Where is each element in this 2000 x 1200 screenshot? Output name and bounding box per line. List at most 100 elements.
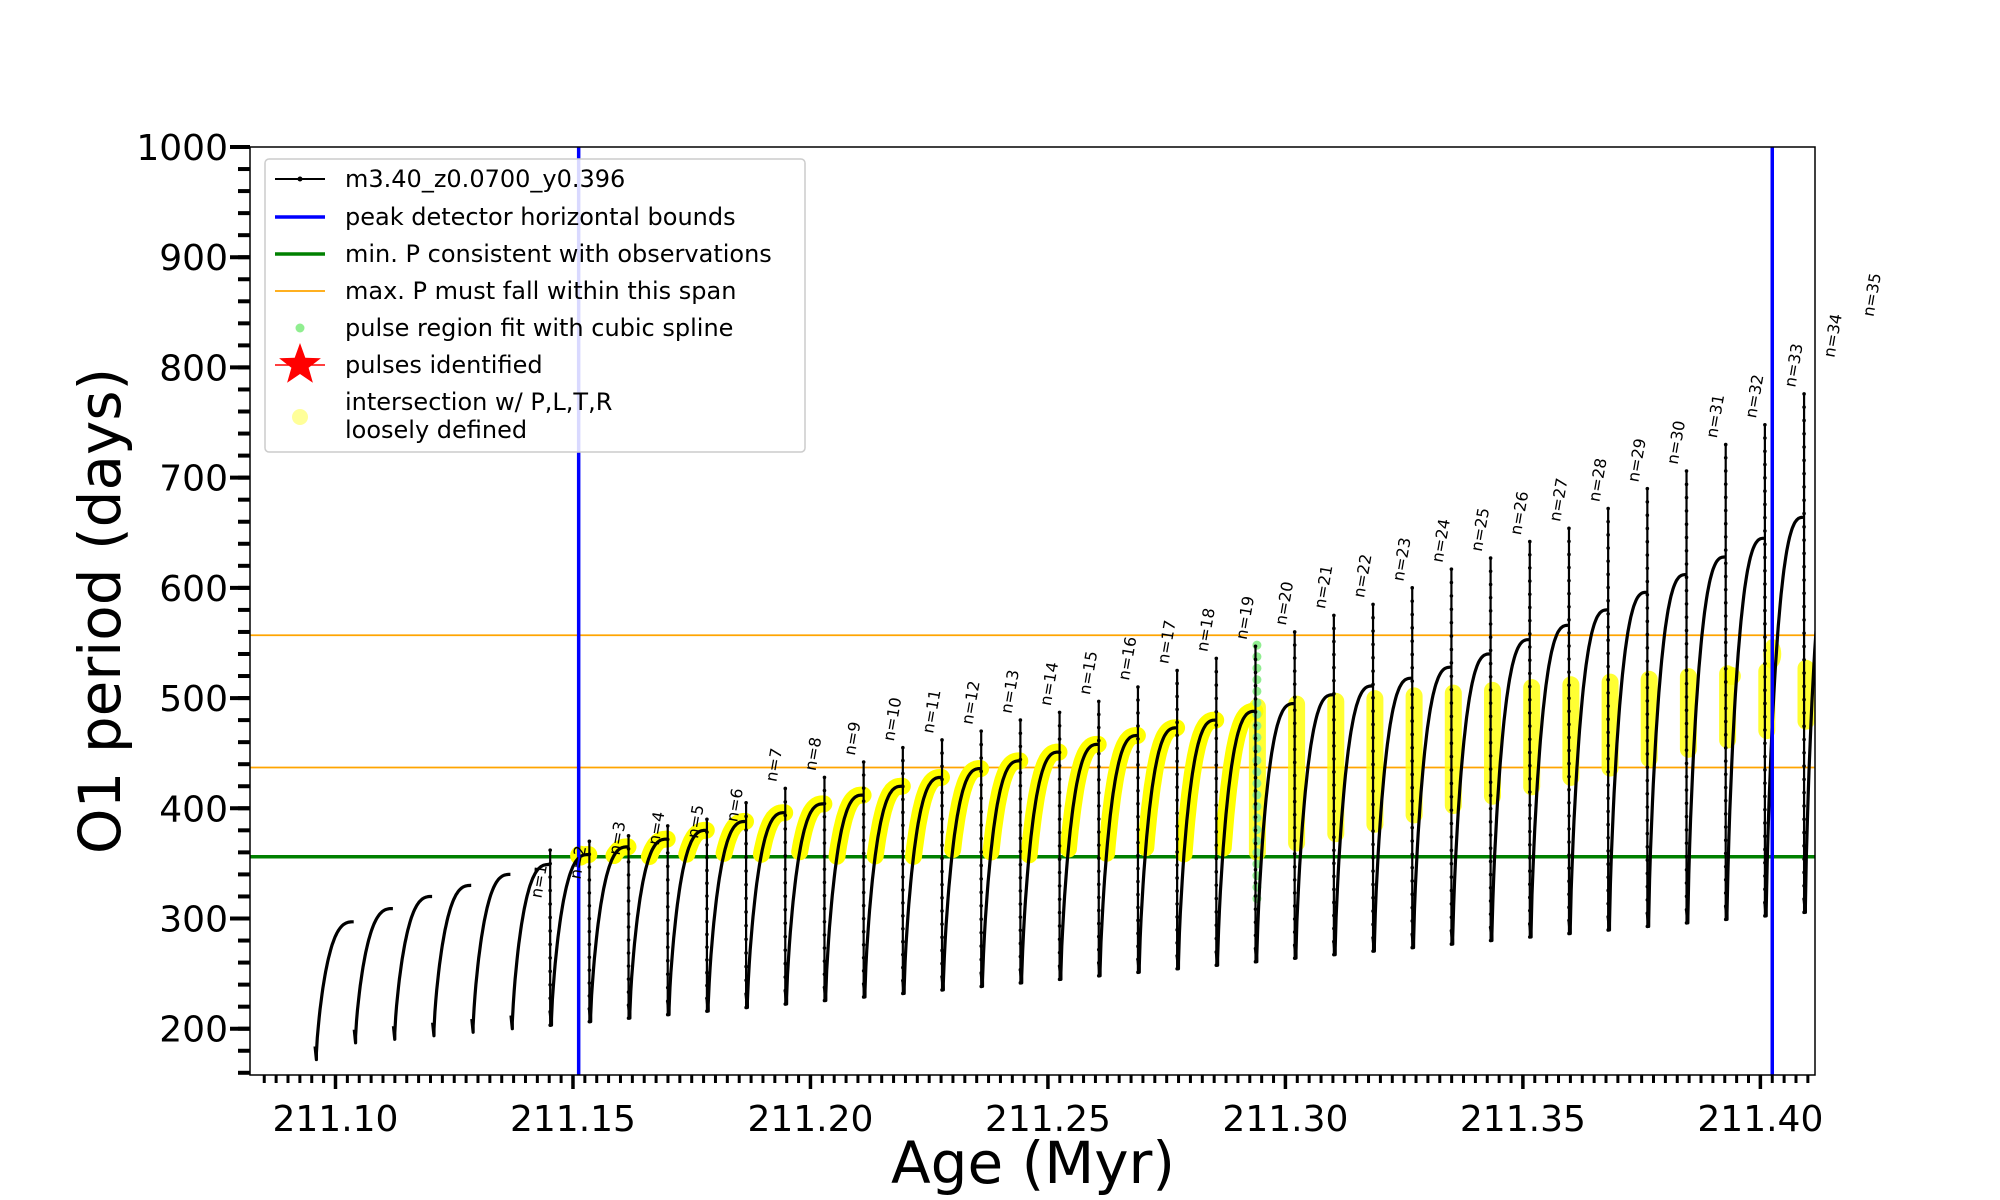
track-spike-point xyxy=(979,944,984,948)
track-spike-point xyxy=(587,878,592,882)
track-spike-point xyxy=(979,769,984,774)
track-spike-point xyxy=(1723,640,1728,645)
track-spike-point xyxy=(940,790,944,795)
track-spike-point xyxy=(1763,847,1767,852)
track-spike-point xyxy=(901,888,905,892)
track-spike-point xyxy=(1214,963,1219,968)
track-spike-point xyxy=(665,878,670,882)
track-spike-point xyxy=(1488,609,1493,613)
track-spike-point xyxy=(587,942,592,947)
track-spike-point xyxy=(1920,372,1924,376)
track-spike-point xyxy=(1214,883,1219,887)
track-spike-point xyxy=(1802,870,1806,875)
track-spike-point xyxy=(1881,626,1885,630)
track-spike-point xyxy=(1449,902,1454,906)
track-spike-point xyxy=(1136,892,1140,897)
track-spike-point xyxy=(1175,681,1179,686)
track-spike-point xyxy=(1881,493,1885,497)
track-spike-point xyxy=(1684,548,1689,553)
track-spike-point xyxy=(1567,879,1571,884)
track-spike-point xyxy=(1802,684,1806,689)
track-spike-point xyxy=(940,817,944,821)
track-spike-point xyxy=(1332,731,1336,735)
track-spike-point xyxy=(1214,736,1219,741)
track-spike-point xyxy=(1959,198,1963,202)
track-spike-point xyxy=(1292,669,1297,673)
track-spike-point xyxy=(1841,734,1845,738)
track-spike-point xyxy=(940,869,944,874)
track-spike-point xyxy=(1723,614,1728,618)
track-spike-point xyxy=(1606,928,1610,932)
track-spike-point xyxy=(1488,806,1493,811)
track-spike-point xyxy=(1841,628,1845,632)
track-spike-point xyxy=(783,921,788,925)
track-spike-point xyxy=(940,777,944,782)
track-spike-point xyxy=(1920,517,1924,521)
track-spike-point xyxy=(1057,910,1062,915)
track-spike-point xyxy=(1096,777,1101,782)
track-spike-point xyxy=(1449,728,1454,732)
track-spike-point xyxy=(1881,692,1885,696)
track-spike-point xyxy=(1018,718,1023,722)
track-spike-point xyxy=(1920,860,1924,864)
track-spike-point xyxy=(548,982,552,987)
track-spike-point xyxy=(1881,401,1885,405)
track-spike-point xyxy=(1527,605,1532,610)
track-spike-point xyxy=(1371,709,1375,713)
track-spike-point xyxy=(1841,841,1845,845)
track-spike-point xyxy=(1920,425,1924,429)
track-spike-point xyxy=(1136,776,1140,780)
track-spike-point xyxy=(1371,869,1375,873)
track-spike-point xyxy=(1684,774,1689,779)
track-spike-point xyxy=(587,994,592,998)
track-spike-point xyxy=(822,788,827,793)
track-spike-point xyxy=(1881,467,1885,471)
track-spike-point xyxy=(1567,800,1571,805)
track-spike-point xyxy=(1371,735,1375,740)
track-spike-point xyxy=(1527,552,1532,557)
track-spike-point xyxy=(1449,741,1454,746)
track-cycle-37 xyxy=(1724,536,1765,921)
track-spike-point xyxy=(1763,622,1767,626)
track-spike-point xyxy=(1410,852,1415,857)
track-spike-point xyxy=(979,756,984,760)
track-spike-point xyxy=(587,839,592,844)
track-spike-point xyxy=(901,758,905,763)
track-spike-point xyxy=(1841,389,1845,393)
track-spike-point xyxy=(1606,822,1610,827)
track-spike-point xyxy=(665,918,670,923)
track-spike-point xyxy=(1527,566,1532,570)
track-spike-point xyxy=(1567,722,1571,727)
track-spike-point xyxy=(861,851,866,856)
track-spike-point xyxy=(1763,900,1767,905)
track-spike-point xyxy=(1057,844,1062,848)
track-spike-point xyxy=(1253,841,1258,846)
track-spike-point xyxy=(1841,455,1845,459)
track-spike-point xyxy=(705,894,709,898)
track-spike-point xyxy=(1959,527,1963,531)
track-spike-point xyxy=(1802,817,1806,822)
track-spike-point xyxy=(1763,529,1767,533)
track-spike-point xyxy=(1881,546,1885,550)
track-spike-point xyxy=(1841,867,1845,871)
track-spike-point xyxy=(940,856,944,861)
track-spike-point xyxy=(1527,777,1532,781)
track-spike-point xyxy=(1292,917,1297,921)
track-spike-point xyxy=(1684,615,1689,620)
track-spike-point xyxy=(1645,659,1650,663)
track-spike-point xyxy=(1645,513,1650,517)
track-spike-point xyxy=(1371,695,1375,700)
track-spike-point xyxy=(1527,658,1532,662)
track-spike-point xyxy=(901,901,905,905)
track-spike-point xyxy=(1018,862,1023,867)
track-spike-point xyxy=(1253,881,1258,885)
track-spike-point xyxy=(1723,891,1728,895)
track-spike-point xyxy=(1802,604,1806,609)
track-spike-point xyxy=(1018,902,1023,906)
track-cycle-33 xyxy=(1567,608,1609,936)
track-cycle-10 xyxy=(666,828,707,1017)
track-spike-point xyxy=(861,956,866,960)
track-spike-point xyxy=(1096,869,1101,874)
track-spike-point xyxy=(1802,498,1806,503)
track-spike-point xyxy=(1881,560,1885,564)
